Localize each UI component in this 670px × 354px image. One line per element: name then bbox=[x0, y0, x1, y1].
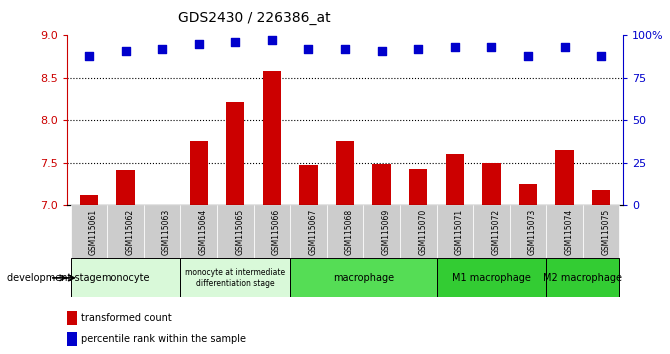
Text: GSM115072: GSM115072 bbox=[491, 209, 500, 255]
Text: M2 macrophage: M2 macrophage bbox=[543, 273, 622, 283]
Bar bbox=[253, 205, 290, 258]
Bar bbox=[437, 205, 473, 258]
Text: GSM115074: GSM115074 bbox=[565, 209, 574, 255]
Text: GSM115064: GSM115064 bbox=[199, 209, 208, 255]
Point bbox=[267, 38, 277, 43]
Point bbox=[194, 41, 204, 47]
Text: GSM115075: GSM115075 bbox=[601, 209, 610, 255]
Bar bbox=[190, 141, 208, 205]
Bar bbox=[263, 71, 281, 205]
Point bbox=[413, 46, 423, 52]
Bar bbox=[290, 205, 327, 258]
Text: GSM115067: GSM115067 bbox=[308, 209, 318, 255]
Bar bbox=[336, 141, 354, 205]
Text: GSM115062: GSM115062 bbox=[125, 209, 135, 255]
Bar bbox=[592, 190, 610, 205]
Bar bbox=[482, 163, 500, 205]
Text: M1 macrophage: M1 macrophage bbox=[452, 273, 531, 283]
Text: GSM115069: GSM115069 bbox=[382, 209, 391, 255]
Bar bbox=[510, 205, 546, 258]
Bar bbox=[363, 205, 400, 258]
Text: monocyte at intermediate
differentiation stage: monocyte at intermediate differentiation… bbox=[185, 268, 285, 287]
Text: macrophage: macrophage bbox=[333, 273, 394, 283]
Text: GSM115065: GSM115065 bbox=[235, 209, 245, 255]
Point bbox=[450, 45, 460, 50]
Point bbox=[596, 53, 606, 59]
Point bbox=[340, 46, 350, 52]
Text: GSM115070: GSM115070 bbox=[418, 209, 427, 255]
Point bbox=[84, 53, 94, 59]
Point bbox=[523, 53, 533, 59]
Text: transformed count: transformed count bbox=[81, 313, 172, 323]
Bar bbox=[144, 205, 180, 258]
Bar bbox=[555, 150, 574, 205]
Bar bbox=[80, 195, 98, 205]
Bar bbox=[546, 205, 583, 258]
Bar bbox=[70, 258, 180, 297]
Text: GDS2430 / 226386_at: GDS2430 / 226386_at bbox=[178, 11, 331, 25]
Text: GSM115063: GSM115063 bbox=[162, 209, 171, 255]
Point bbox=[230, 39, 241, 45]
Bar bbox=[299, 165, 318, 205]
Bar bbox=[70, 205, 107, 258]
Bar bbox=[519, 184, 537, 205]
Bar bbox=[446, 154, 464, 205]
Point bbox=[303, 46, 314, 52]
Bar bbox=[217, 205, 253, 258]
Bar bbox=[546, 258, 620, 297]
Bar bbox=[180, 258, 290, 297]
Bar bbox=[226, 102, 245, 205]
Text: GSM115071: GSM115071 bbox=[455, 209, 464, 255]
Point bbox=[120, 48, 131, 53]
Bar bbox=[67, 332, 77, 346]
Bar bbox=[437, 258, 546, 297]
Text: percentile rank within the sample: percentile rank within the sample bbox=[81, 334, 246, 344]
Bar bbox=[473, 205, 510, 258]
Point bbox=[559, 45, 570, 50]
Bar bbox=[327, 205, 363, 258]
Point bbox=[486, 45, 496, 50]
Bar bbox=[400, 205, 437, 258]
Bar bbox=[67, 312, 77, 325]
Bar bbox=[180, 205, 217, 258]
Bar bbox=[117, 170, 135, 205]
Bar bbox=[409, 169, 427, 205]
Text: GSM115066: GSM115066 bbox=[272, 209, 281, 255]
Point bbox=[377, 48, 387, 53]
Text: monocyte: monocyte bbox=[101, 273, 150, 283]
Bar bbox=[107, 205, 144, 258]
Text: GSM115061: GSM115061 bbox=[89, 209, 98, 255]
Text: GSM115068: GSM115068 bbox=[345, 209, 354, 255]
Bar bbox=[583, 205, 620, 258]
Point bbox=[157, 46, 168, 52]
Text: GSM115073: GSM115073 bbox=[528, 209, 537, 255]
Bar bbox=[290, 258, 437, 297]
Bar bbox=[373, 164, 391, 205]
Text: development stage: development stage bbox=[7, 273, 101, 283]
